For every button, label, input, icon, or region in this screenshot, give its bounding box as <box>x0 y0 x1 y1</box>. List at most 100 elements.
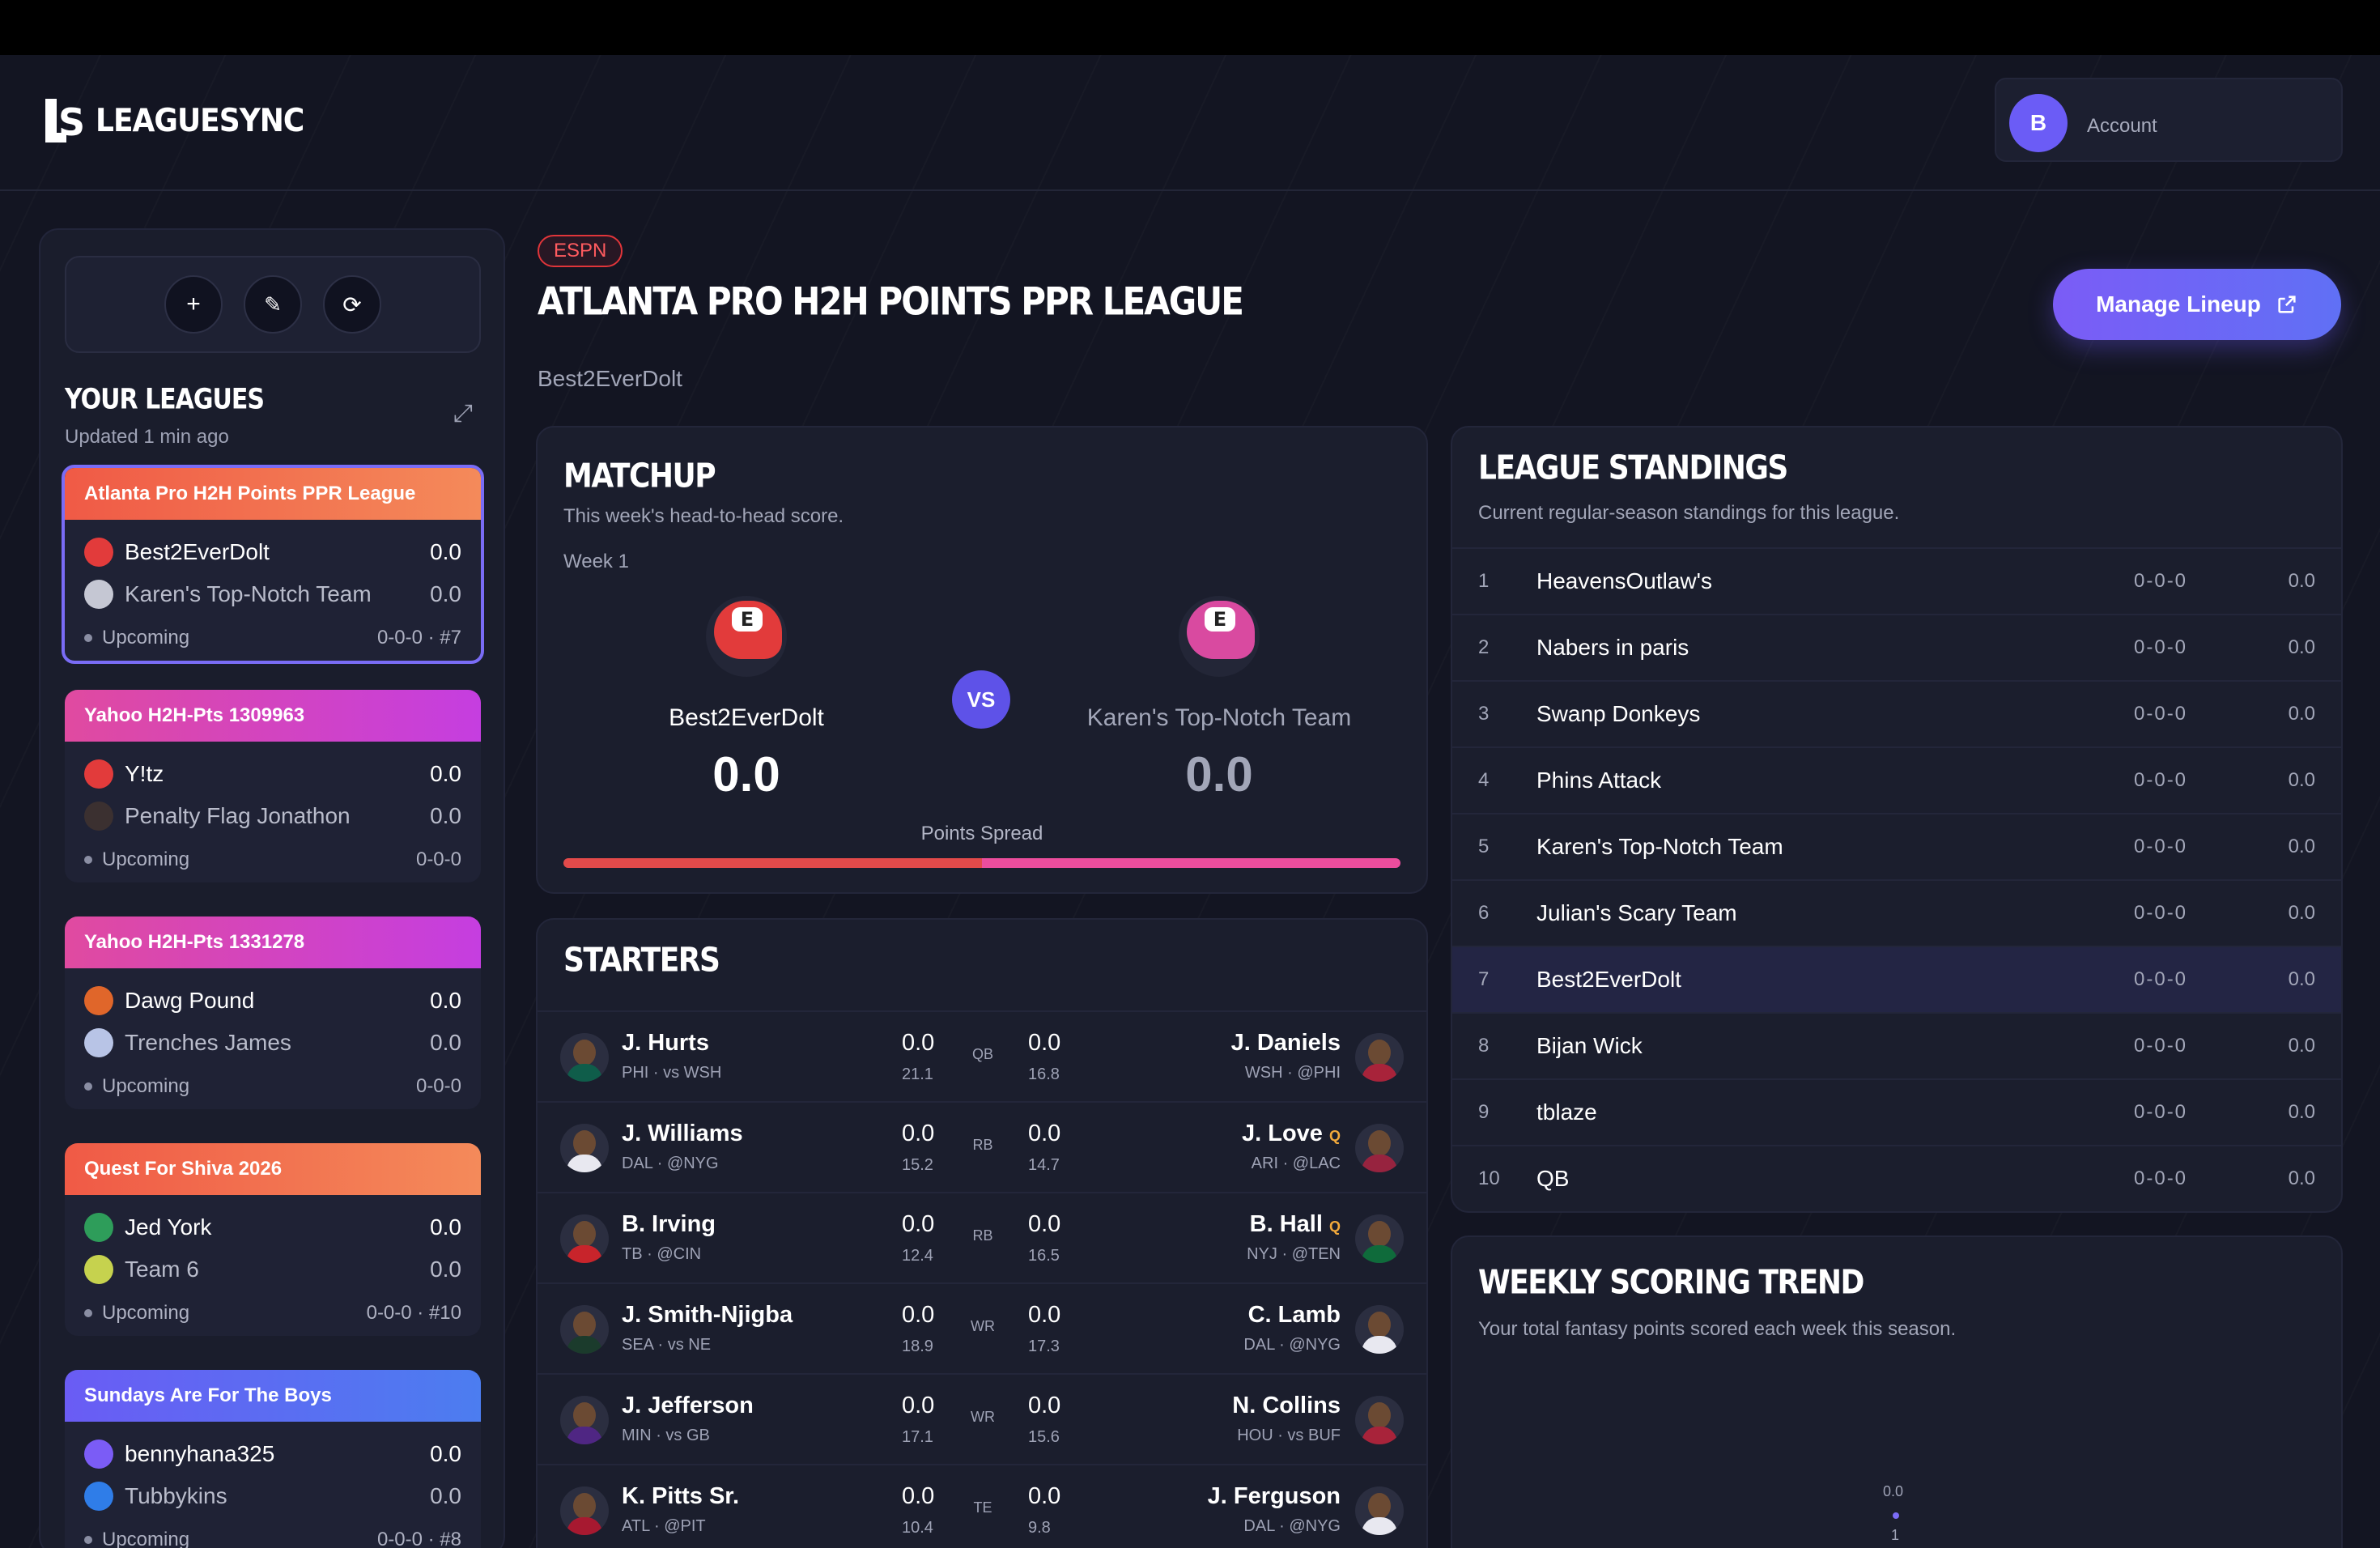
team-score: 0.0 <box>430 1441 461 1466</box>
team-icon <box>84 538 113 567</box>
opponent-player-avatar <box>1355 1396 1404 1444</box>
player-avatar <box>560 1214 609 1263</box>
league-card-header: Yahoo H2H-Pts 1309963 <box>65 690 481 742</box>
league-card-team: Dawg Pound 0.0 <box>65 980 481 1022</box>
app-logo[interactable]: S LEAGUESYNC <box>45 99 304 142</box>
standings-row[interactable]: 3 Swanp Donkeys 0-0-0 0.0 <box>1452 680 2341 746</box>
standings-row[interactable]: 9 tblaze 0-0-0 0.0 <box>1452 1078 2341 1145</box>
account-avatar: B <box>2009 94 2068 152</box>
matchup-away-team[interactable]: E Karen's Top-Notch Team 0.0 <box>1049 596 1389 802</box>
my-team-name: Best2EverDolt <box>538 366 682 391</box>
player-avatar <box>560 1486 609 1535</box>
standings-row[interactable]: 7 Best2EverDolt 0-0-0 0.0 <box>1452 946 2341 1012</box>
status-dot-icon <box>84 634 92 642</box>
opponent-score: 0.0 <box>430 581 461 606</box>
platform-badge: ESPN <box>538 235 623 267</box>
standings-row[interactable]: 2 Nabers in paris 0-0-0 0.0 <box>1452 614 2341 680</box>
player-matchup: TB · @CIN <box>622 1245 702 1263</box>
player-avatar <box>560 1124 609 1172</box>
standings-row[interactable]: 10 QB 0-0-0 0.0 <box>1452 1145 2341 1211</box>
starter-row[interactable]: B. Irving TB · @CIN 0.0 12.4 RB 0.0 16.5… <box>538 1192 1426 1282</box>
standing-team: Phins Attack <box>1536 768 1662 793</box>
opponent-player-matchup: DAL · @NYG <box>1243 1517 1341 1535</box>
expand-icon[interactable]: ⤢ <box>453 400 473 427</box>
opponent-score: 0.0 <box>430 1030 461 1055</box>
plus-icon: + <box>186 291 201 317</box>
league-record: 0-0-0 <box>415 848 461 870</box>
starters-title: STARTERS <box>563 941 720 980</box>
add-league-button[interactable]: + <box>164 275 223 334</box>
external-link-icon <box>2278 296 2296 313</box>
starter-row[interactable]: K. Pitts Sr. ATL · @PIT 0.0 10.4 TE 0.0 … <box>538 1464 1426 1548</box>
player-points: 0.0 <box>902 1302 935 1328</box>
standings-row[interactable]: 6 Julian's Scary Team 0-0-0 0.0 <box>1452 879 2341 946</box>
manage-lineup-button[interactable]: Manage Lineup <box>2053 269 2341 340</box>
league-record: 0-0-0 <box>415 1075 461 1097</box>
status-dot-icon <box>84 1309 92 1317</box>
league-card[interactable]: Atlanta Pro H2H Points PPR League Best2E… <box>62 465 484 664</box>
league-card[interactable]: Yahoo H2H-Pts 1331278 Dawg Pound 0.0 Tre… <box>65 916 481 1109</box>
starter-row[interactable]: J. Williams DAL · @NYG 0.0 15.2 RB 0.0 1… <box>538 1101 1426 1192</box>
starter-row[interactable]: J. Jefferson MIN · vs GB 0.0 17.1 WR 0.0… <box>538 1373 1426 1464</box>
player-points: 0.0 <box>902 1121 935 1146</box>
standing-record: 0-0-0 <box>2134 836 2188 857</box>
player-avatar <box>560 1033 609 1082</box>
manage-lineup-label: Manage Lineup <box>2096 291 2261 317</box>
standing-points: 0.0 <box>2288 1101 2315 1123</box>
opponent-player-name: C. Lamb <box>1248 1302 1341 1329</box>
account-button[interactable]: B Account <box>1995 78 2343 162</box>
matchup-home-team[interactable]: E Best2EverDolt 0.0 <box>576 596 916 802</box>
trend-subtitle: Your total fantasy points scored each we… <box>1478 1318 1957 1340</box>
away-team-score: 0.0 <box>1185 747 1253 802</box>
standing-points: 0.0 <box>2288 769 2315 791</box>
opponent-icon <box>84 580 113 609</box>
standings-row[interactable]: 8 Bijan Wick 0-0-0 0.0 <box>1452 1012 2341 1078</box>
league-card[interactable]: Quest For Shiva 2026 Jed York 0.0 Team 6… <box>65 1143 481 1336</box>
standing-record: 0-0-0 <box>2134 570 2188 592</box>
standing-points: 0.0 <box>2288 968 2315 990</box>
team-name: Y!tz <box>125 761 164 786</box>
standing-points: 0.0 <box>2288 902 2315 924</box>
refresh-button[interactable]: ⟳ <box>323 275 381 334</box>
trend-data-point[interactable] <box>1893 1512 1899 1519</box>
window-top-bar <box>0 0 2380 55</box>
standing-rank: 9 <box>1478 1101 1490 1123</box>
player-matchup: ATL · @PIT <box>622 1517 706 1535</box>
opponent-player-avatar <box>1355 1486 1404 1535</box>
position-label: WR <box>971 1409 995 1425</box>
leagues-sidebar: + ✎ ⟳ YOUR LEAGUES Updated 1 min ago ⤢ A… <box>39 228 505 1548</box>
player-projection: 18.9 <box>902 1337 933 1355</box>
opponent-player-points: 0.0 <box>1028 1483 1061 1509</box>
starter-row[interactable]: J. Hurts PHI · vs WSH 0.0 21.1 QB 0.0 16… <box>538 1010 1426 1101</box>
opponent-player-avatar <box>1355 1033 1404 1082</box>
opponent-player-projection: 9.8 <box>1028 1519 1051 1537</box>
standings-row[interactable]: 1 HeavensOutlaw's 0-0-0 0.0 <box>1452 547 2341 614</box>
edit-leagues-button[interactable]: ✎ <box>244 275 302 334</box>
opponent-player-matchup: NYJ · @TEN <box>1247 1245 1341 1263</box>
position-label: TE <box>973 1499 992 1516</box>
opponent-player-matchup: HOU · vs BUF <box>1237 1427 1341 1444</box>
player-projection: 17.1 <box>902 1428 933 1446</box>
league-card-footer: Upcoming 0-0-0 · #7 <box>65 615 481 661</box>
league-record: 0-0-0 · #7 <box>376 627 461 649</box>
standing-points: 0.0 <box>2288 636 2315 658</box>
opponent-name: Team 6 <box>125 1257 199 1282</box>
standings-row[interactable]: 5 Karen's Top-Notch Team 0-0-0 0.0 <box>1452 813 2341 879</box>
league-card[interactable]: Sundays Are For The Boys bennyhana325 0.… <box>65 1370 481 1548</box>
league-title: ATLANTA PRO H2H POINTS PPR LEAGUE <box>538 279 1244 324</box>
league-card[interactable]: Yahoo H2H-Pts 1309963 Y!tz 0.0 Penalty F… <box>65 690 481 882</box>
opponent-score: 0.0 <box>430 1483 461 1508</box>
helmet-icon: E <box>1179 596 1260 677</box>
vs-badge: VS <box>952 670 1010 729</box>
standing-rank: 10 <box>1478 1167 1500 1189</box>
standing-points: 0.0 <box>2288 703 2315 725</box>
opponent-name: Tubbykins <box>125 1483 227 1508</box>
standing-team: Julian's Scary Team <box>1536 900 1737 925</box>
opponent-player-name: J. Ferguson <box>1208 1483 1341 1510</box>
opponent-player-name-text: J. Daniels <box>1230 1030 1341 1056</box>
opponent-player-projection: 15.6 <box>1028 1428 1060 1446</box>
opponent-player-name: J. Love Q <box>1242 1121 1341 1147</box>
starter-row[interactable]: J. Smith-Njigba SEA · vs NE 0.0 18.9 WR … <box>538 1282 1426 1373</box>
matchup-status: Upcoming <box>102 1075 190 1097</box>
standings-row[interactable]: 4 Phins Attack 0-0-0 0.0 <box>1452 746 2341 813</box>
